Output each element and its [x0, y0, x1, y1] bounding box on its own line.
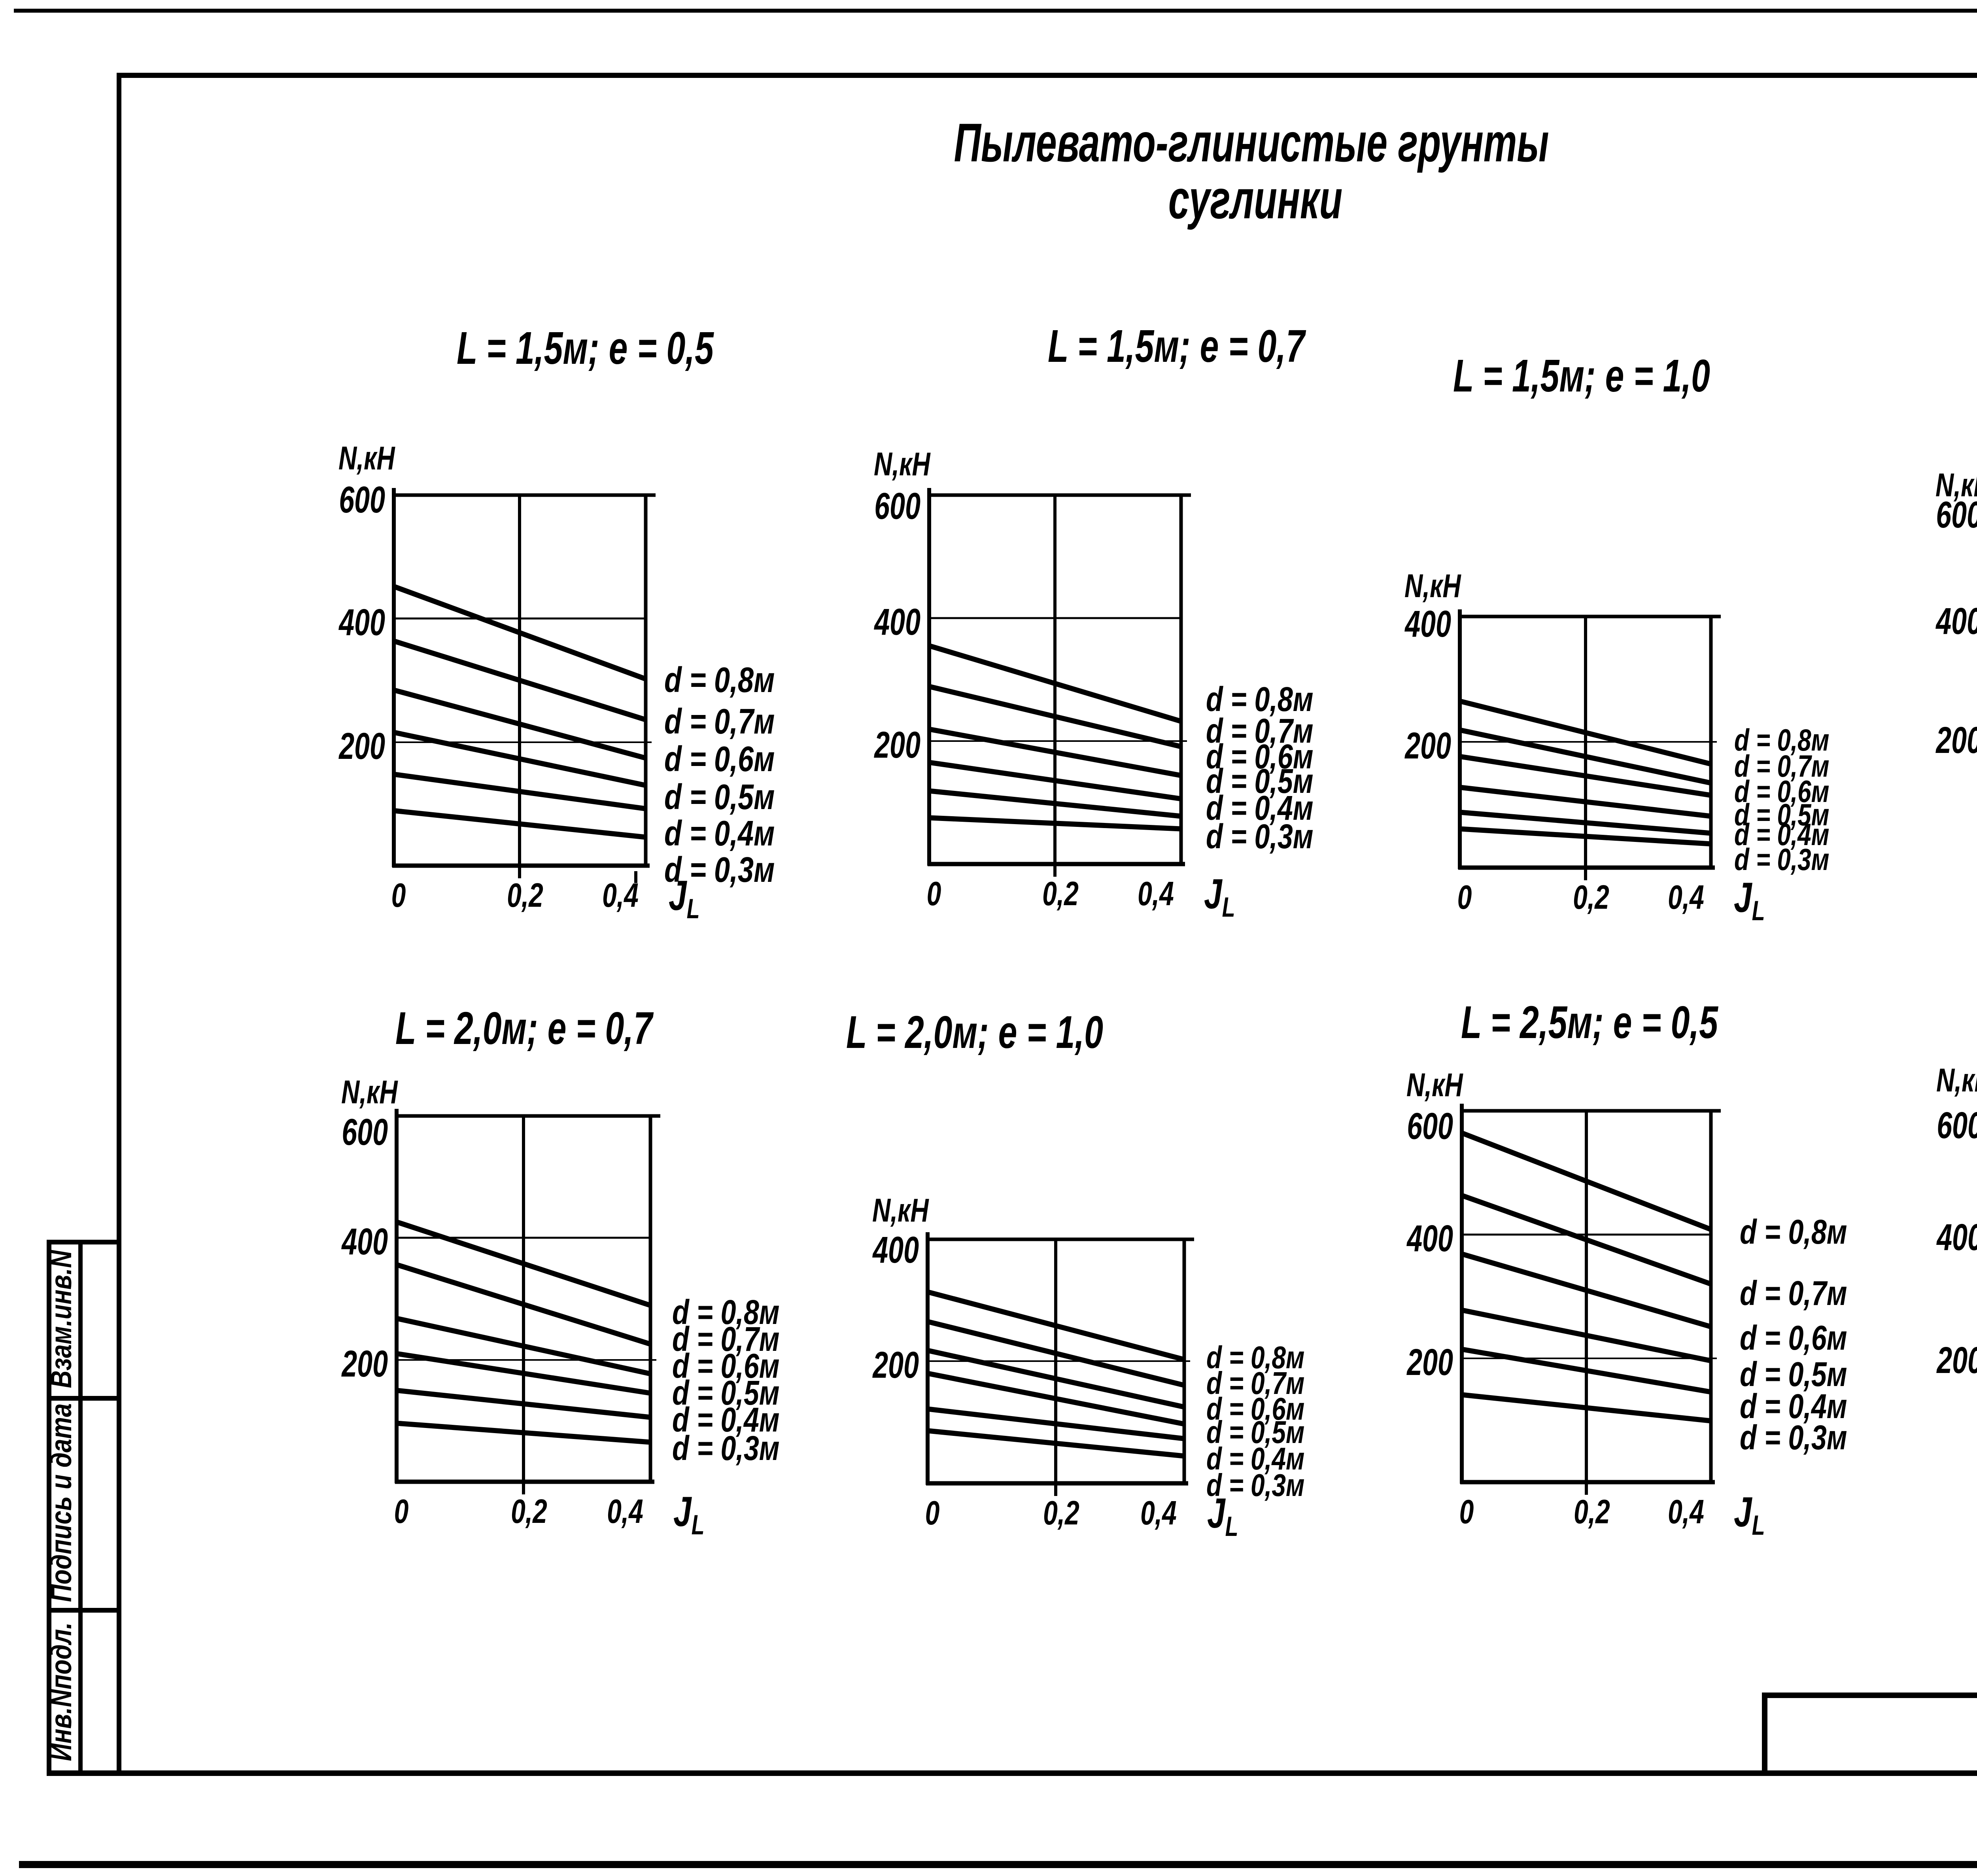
- svg-text:200: 200: [1406, 1341, 1453, 1383]
- svg-text:400: 400: [341, 1221, 388, 1263]
- svg-text:d = 0,3м: d = 0,3м: [1206, 1468, 1304, 1503]
- svg-text:200: 200: [1404, 725, 1451, 767]
- svg-text:d = 0,7м: d = 0,7м: [1740, 1273, 1847, 1312]
- svg-text:0,4: 0,4: [602, 877, 639, 914]
- svg-text:d = 0,7м: d = 0,7м: [1206, 711, 1314, 750]
- svg-text:600: 600: [874, 485, 920, 527]
- svg-text:d = 0,6м: d = 0,6м: [1206, 1391, 1304, 1426]
- svg-text:600: 600: [1407, 1105, 1453, 1147]
- svg-text:0,2: 0,2: [1574, 1493, 1610, 1531]
- svg-text:200: 200: [1936, 1339, 1977, 1381]
- svg-text:L = 2,5м; e = 0,5: L = 2,5м; e = 0,5: [1461, 997, 1719, 1048]
- svg-text:d = 0,6м: d = 0,6м: [1740, 1318, 1847, 1357]
- svg-text:d = 0,6м: d = 0,6м: [664, 739, 775, 779]
- svg-text:d = 0,6м: d = 0,6м: [1734, 774, 1830, 808]
- svg-text:L = 1,5м; e = 0,5: L = 1,5м; e = 0,5: [457, 322, 714, 374]
- svg-text:600: 600: [1937, 1104, 1977, 1146]
- svg-text:d = 0,6м: d = 0,6м: [672, 1346, 780, 1385]
- svg-text:0: 0: [925, 1494, 940, 1532]
- svg-text:0: 0: [927, 875, 941, 913]
- svg-text:400: 400: [874, 601, 920, 643]
- svg-text:400: 400: [872, 1229, 919, 1271]
- svg-text:JL: JL: [1207, 1490, 1238, 1542]
- svg-text:N,кН: N,кН: [1936, 1062, 1977, 1099]
- svg-text:d = 0,4м: d = 0,4м: [672, 1400, 780, 1439]
- svg-text:0: 0: [394, 1493, 409, 1530]
- svg-text:0,4: 0,4: [1138, 875, 1174, 913]
- svg-text:0,4: 0,4: [1668, 1493, 1704, 1531]
- svg-text:200: 200: [341, 1343, 388, 1385]
- svg-text:400: 400: [1404, 603, 1451, 645]
- svg-text:600: 600: [339, 479, 385, 521]
- svg-text:0,2: 0,2: [1042, 875, 1079, 913]
- svg-text:d = 0,8м: d = 0,8м: [1206, 679, 1314, 718]
- svg-text:200: 200: [874, 724, 920, 766]
- svg-text:400: 400: [1936, 1216, 1977, 1258]
- svg-text:600: 600: [342, 1111, 388, 1153]
- svg-text:0,2: 0,2: [511, 1493, 547, 1530]
- svg-text:d = 0,5м: d = 0,5м: [1734, 797, 1830, 832]
- svg-text:d = 0,5м: d = 0,5м: [664, 777, 775, 817]
- svg-text:d = 0,7м: d = 0,7м: [1206, 1365, 1304, 1401]
- svg-text:d = 0,8м: d = 0,8м: [664, 660, 775, 700]
- svg-text:d = 0,8м: d = 0,8м: [672, 1292, 780, 1331]
- svg-text:d = 0,3м: d = 0,3м: [1206, 817, 1314, 855]
- svg-text:d = 0,3м: d = 0,3м: [1734, 842, 1830, 876]
- svg-text:0,2: 0,2: [507, 877, 543, 914]
- svg-text:d = 0,8м: d = 0,8м: [1740, 1212, 1847, 1251]
- svg-text:200: 200: [338, 725, 385, 767]
- svg-text:L = 1,5м; e = 1,0: L = 1,5м; e = 1,0: [1453, 350, 1710, 401]
- svg-text:400: 400: [1935, 600, 1977, 642]
- svg-text:Инв.Nподл.: Инв.Nподл.: [45, 1622, 78, 1761]
- svg-text:Пылевато-глинистые грунты: Пылевато-глинистые грунты: [954, 113, 1549, 174]
- svg-text:0: 0: [391, 877, 406, 914]
- svg-text:d = 0,4м: d = 0,4м: [1740, 1386, 1847, 1425]
- svg-text:JL: JL: [673, 1488, 705, 1541]
- svg-text:Подпись и дата: Подпись и дата: [45, 1403, 78, 1602]
- svg-text:0,4: 0,4: [1668, 879, 1704, 916]
- svg-text:200: 200: [1935, 719, 1977, 761]
- svg-text:N,кН: N,кН: [341, 1074, 398, 1110]
- svg-text:d = 0,4м: d = 0,4м: [664, 813, 775, 853]
- svg-text:N,кН: N,кН: [1406, 1067, 1463, 1103]
- svg-text:0: 0: [1457, 879, 1472, 916]
- svg-text:суглинки: суглинки: [1168, 169, 1342, 230]
- svg-text:L = 1,5м; e = 0,7: L = 1,5м; e = 0,7: [1048, 320, 1306, 372]
- svg-text:d = 0,3м: d = 0,3м: [664, 850, 775, 889]
- svg-text:L = 2,0м; e = 0,7: L = 2,0м; e = 0,7: [395, 1002, 654, 1054]
- svg-text:d = 0,5м: d = 0,5м: [1206, 761, 1314, 800]
- svg-text:d = 0,7м: d = 0,7м: [664, 702, 775, 741]
- svg-text:d = 0,4м: d = 0,4м: [1206, 788, 1314, 827]
- svg-text:400: 400: [338, 601, 385, 643]
- svg-text:d = 0,4м: d = 0,4м: [1734, 817, 1830, 851]
- svg-text:d = 0,7м: d = 0,7м: [672, 1319, 780, 1358]
- svg-text:0,4: 0,4: [1140, 1494, 1177, 1532]
- svg-text:d = 0,5м: d = 0,5м: [672, 1373, 780, 1412]
- svg-text:d = 0,3м: d = 0,3м: [672, 1428, 780, 1467]
- svg-text:d = 0,6м: d = 0,6м: [1206, 737, 1314, 775]
- svg-text:400: 400: [1406, 1218, 1453, 1259]
- svg-text:N,кН: N,кН: [338, 440, 395, 477]
- svg-text:d = 0,7м: d = 0,7м: [1734, 749, 1830, 783]
- svg-text:d = 0,3м: d = 0,3м: [1740, 1418, 1847, 1456]
- svg-text:N,кН: N,кН: [1404, 567, 1461, 604]
- svg-text:0,4: 0,4: [607, 1493, 643, 1530]
- svg-text:0: 0: [1459, 1493, 1474, 1531]
- svg-text:N,кН: N,кН: [874, 446, 931, 482]
- svg-text:L = 2,0м; e = 1,0: L = 2,0м; e = 1,0: [846, 1006, 1103, 1058]
- svg-text:d = 0,8м: d = 0,8м: [1734, 722, 1830, 757]
- svg-text:600: 600: [1936, 494, 1977, 536]
- svg-text:200: 200: [872, 1344, 919, 1386]
- svg-text:N,кН: N,кН: [1935, 467, 1977, 503]
- svg-text:N,кН: N,кН: [872, 1192, 929, 1229]
- svg-text:d = 0,5м: d = 0,5м: [1206, 1415, 1304, 1450]
- svg-text:Взам.инв.N: Взам.инв.N: [45, 1250, 78, 1388]
- svg-text:0,2: 0,2: [1573, 879, 1609, 916]
- svg-text:d = 0,5м: d = 0,5м: [1740, 1354, 1847, 1393]
- svg-text:d = 0,4м: d = 0,4м: [1206, 1441, 1304, 1476]
- svg-text:d = 0,8м: d = 0,8м: [1206, 1340, 1304, 1375]
- svg-text:0,2: 0,2: [1043, 1494, 1079, 1532]
